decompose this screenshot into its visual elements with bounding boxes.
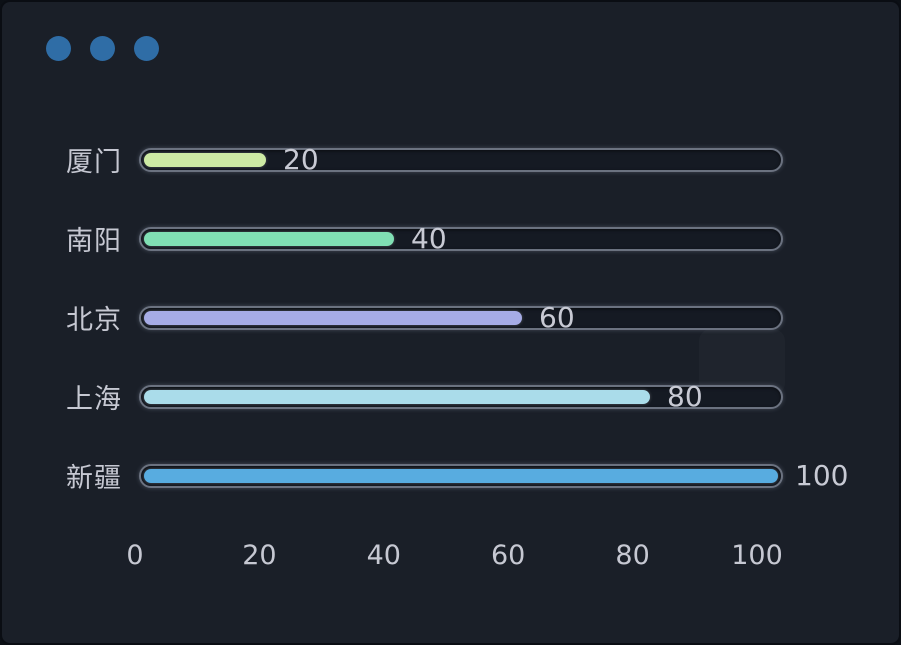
bar-fill[interactable] — [144, 152, 266, 167]
chart-row: 新疆 100 — [66, 436, 848, 515]
x-axis-tick-label: 60 — [491, 540, 526, 571]
value-label: 20 — [283, 142, 319, 176]
category-label: 厦门 — [66, 147, 122, 178]
category-label: 新疆 — [66, 463, 122, 494]
x-axis-tick-label: 80 — [615, 540, 650, 571]
x-axis-tick-label: 0 — [126, 540, 144, 571]
window-dot-icon[interactable] — [90, 36, 115, 61]
bar-fill[interactable] — [144, 468, 778, 483]
bar-fill[interactable] — [144, 389, 650, 404]
value-label: 60 — [539, 300, 575, 334]
bar-track: 40 — [139, 221, 783, 255]
bar-track: 80 — [139, 379, 783, 413]
x-axis-tick-label: 20 — [242, 540, 277, 571]
x-axis: 0 20 40 60 80 100 — [126, 540, 782, 574]
x-axis-tick-label: 100 — [731, 540, 783, 571]
category-label: 南阳 — [66, 226, 122, 257]
category-label: 上海 — [66, 384, 122, 415]
window-titlebar — [46, 36, 159, 61]
window-dot-icon[interactable] — [46, 36, 71, 61]
horizontal-bar-chart: 厦门 20 南阳 40 北京 60 上海 80 新疆 100 — [66, 120, 848, 515]
value-label: 100 — [795, 458, 849, 492]
bar-track: 100 — [139, 461, 848, 489]
bar-track: 20 — [139, 142, 783, 176]
bar-fill[interactable] — [144, 231, 394, 246]
value-label: 40 — [411, 221, 447, 255]
value-label: 80 — [667, 379, 703, 413]
chart-row: 厦门 20 — [66, 120, 783, 199]
window-dot-icon[interactable] — [134, 36, 159, 61]
chart-row: 北京 60 — [66, 278, 783, 357]
chart-row: 南阳 40 — [66, 199, 783, 278]
bar-track: 60 — [139, 300, 783, 334]
chart-row: 上海 80 — [66, 357, 783, 436]
category-label: 北京 — [66, 305, 122, 336]
bar-fill[interactable] — [144, 310, 522, 325]
x-axis-tick-label: 40 — [366, 540, 401, 571]
